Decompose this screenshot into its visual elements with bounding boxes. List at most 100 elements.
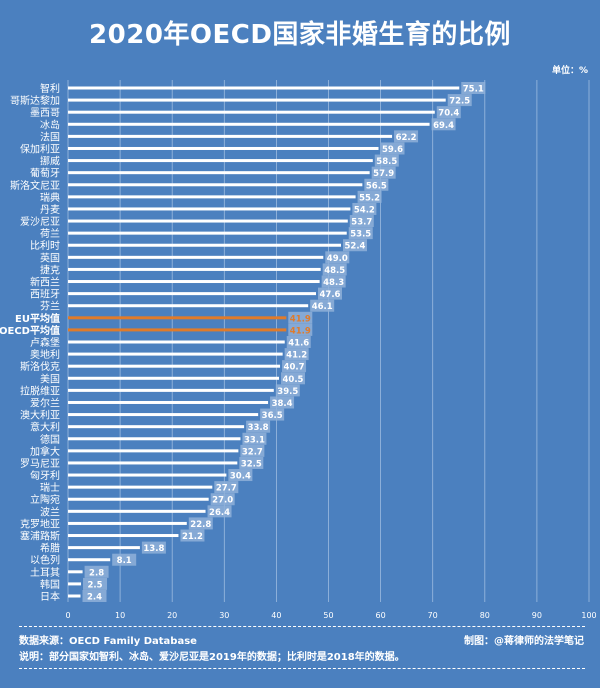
value-label: 36.5 <box>262 411 283 421</box>
category-label: 葡萄牙 <box>30 167 60 180</box>
value-label-box <box>343 239 368 252</box>
value-label: 38.4 <box>272 399 293 409</box>
bar <box>68 521 187 525</box>
x-tick-label: 10 <box>115 611 125 620</box>
category-label: 希腊 <box>40 542 60 555</box>
value-label-box <box>394 130 419 143</box>
note-text: 说明：部分国家如智利、冰岛、爱沙尼亚是2019年的数据；比利时是2018年的数据… <box>19 652 405 663</box>
value-label-box <box>82 590 107 602</box>
bar <box>68 267 321 271</box>
category-label: 土耳其 <box>30 566 60 579</box>
value-label: 27.0 <box>212 496 233 506</box>
bar <box>68 316 287 320</box>
category-label: 波兰 <box>40 505 60 518</box>
value-label: 2.5 <box>87 580 102 590</box>
category-label: 英国 <box>40 251 60 264</box>
value-label-box <box>242 432 267 445</box>
value-label-box <box>317 287 342 300</box>
x-tick-label: 100 <box>581 611 596 620</box>
value-label-box <box>188 517 213 530</box>
value-label-box <box>310 299 335 312</box>
value-label-box <box>348 227 373 240</box>
value-label-box <box>281 372 306 385</box>
value-label-box <box>260 408 285 421</box>
category-label: 意大利 <box>30 421 60 434</box>
category-label: 法国 <box>40 130 60 143</box>
bar <box>68 195 356 199</box>
bar <box>68 364 281 368</box>
category-label: 冰岛 <box>40 118 60 131</box>
category-label: 美国 <box>40 372 60 385</box>
bar <box>68 86 460 90</box>
value-label: 2.8 <box>89 568 104 578</box>
value-label: 40.5 <box>283 375 304 385</box>
bar <box>68 570 83 574</box>
bar <box>68 340 285 344</box>
bar <box>68 594 81 598</box>
divider <box>19 626 585 627</box>
value-label-box <box>180 529 205 542</box>
x-tick-label: 70 <box>428 611 438 620</box>
category-label: 西班牙 <box>30 289 60 301</box>
value-label: 27.7 <box>216 484 237 494</box>
value-label-box <box>371 166 396 179</box>
value-label-box <box>240 444 265 457</box>
category-label: 卢森堡 <box>30 336 60 349</box>
category-label: 以色列 <box>30 554 60 567</box>
bar <box>68 292 316 296</box>
category-label: 匈牙利 <box>30 469 60 482</box>
x-tick-label: 60 <box>376 611 386 620</box>
chart-title: 2020年OECD国家非婚生育的比例 <box>89 20 511 50</box>
value-label: 54.2 <box>354 205 375 215</box>
value-label-box <box>246 420 271 433</box>
value-label-box <box>436 106 461 119</box>
value-label-box <box>352 202 377 215</box>
category-label: 比利时 <box>30 240 60 252</box>
category-label: 奥地利 <box>30 348 60 361</box>
x-tick-label: 50 <box>323 611 333 620</box>
value-label-box <box>282 360 307 373</box>
bar <box>68 473 227 477</box>
value-label: 57.9 <box>373 169 394 179</box>
category-label: 墨西哥 <box>30 107 60 119</box>
bar <box>68 437 241 441</box>
value-label: 62.2 <box>396 133 417 143</box>
divider <box>19 668 585 669</box>
bar <box>68 400 269 404</box>
bar <box>68 280 320 284</box>
bar <box>68 171 370 175</box>
bar <box>68 304 309 308</box>
bar <box>68 207 351 211</box>
bar <box>68 582 82 586</box>
value-label-box <box>288 311 313 324</box>
bar <box>68 146 379 150</box>
category-label: 德国 <box>40 433 60 446</box>
category-label: 韩国 <box>40 578 60 591</box>
bar <box>68 413 259 417</box>
value-label: 53.5 <box>350 230 371 240</box>
category-label: 斯洛伐克 <box>20 360 60 373</box>
value-label: 53.7 <box>351 218 372 228</box>
value-label-box <box>239 456 264 469</box>
unit-label: 单位：% <box>551 66 588 76</box>
category-label: 捷克 <box>40 263 60 276</box>
bar <box>68 219 348 223</box>
value-label: 69.4 <box>433 121 454 131</box>
value-label-box <box>364 178 389 191</box>
value-label: 41.6 <box>288 339 309 349</box>
value-label: 22.8 <box>190 520 211 530</box>
category-label: 荷兰 <box>40 227 60 240</box>
category-label: OECD平均值 <box>0 324 60 337</box>
value-label: 70.4 <box>438 109 459 119</box>
credit-text: 制图：@蒋律师的法学笔记 <box>464 636 584 647</box>
value-label: 56.5 <box>366 181 387 191</box>
bar <box>68 243 342 247</box>
value-label: 33.1 <box>244 435 265 445</box>
bar <box>68 497 209 501</box>
category-label: 加拿大 <box>30 445 60 458</box>
value-label: 26.4 <box>209 508 230 518</box>
bar <box>68 534 179 538</box>
value-label: 48.3 <box>323 278 344 288</box>
bar <box>68 376 280 380</box>
